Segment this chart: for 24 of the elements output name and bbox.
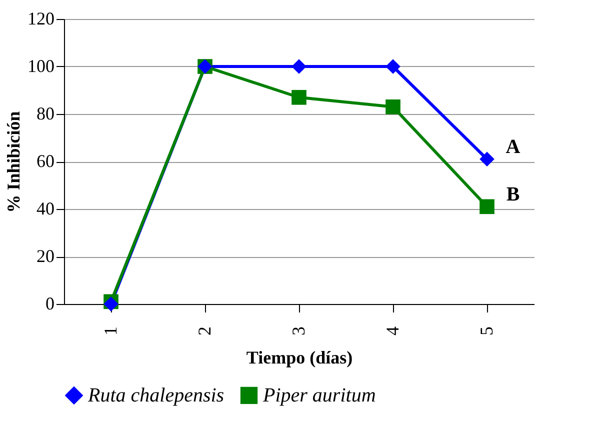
annotation: A [506, 136, 521, 158]
point [480, 199, 494, 214]
point [386, 59, 400, 74]
y-axis-title: % Inhibición [4, 111, 24, 213]
y-tick-label: 120 [28, 8, 54, 28]
y-tick-label: 20 [36, 246, 54, 266]
legend-label: Ruta chalepensis [87, 384, 224, 406]
y-tick-label: 80 [36, 104, 54, 124]
point [292, 59, 306, 74]
y-tick-label: 100 [28, 56, 54, 76]
x-tick-label: 2 [194, 326, 214, 336]
y-tick-label: 60 [36, 151, 54, 171]
x-tick-label: 4 [382, 326, 402, 336]
x-tick-label: 5 [476, 326, 496, 336]
x-tick-label: 1 [100, 326, 120, 336]
legend-label: Piper auritum [262, 384, 376, 406]
point [386, 99, 400, 114]
x-tick-label: 3 [288, 326, 308, 336]
y-tick-label: 40 [36, 198, 54, 218]
point [480, 152, 494, 167]
y-tick-label: 0 [46, 294, 54, 314]
point [292, 90, 306, 105]
x-axis-title: Tiempo (días) [246, 348, 353, 368]
annotation: B [506, 184, 520, 206]
